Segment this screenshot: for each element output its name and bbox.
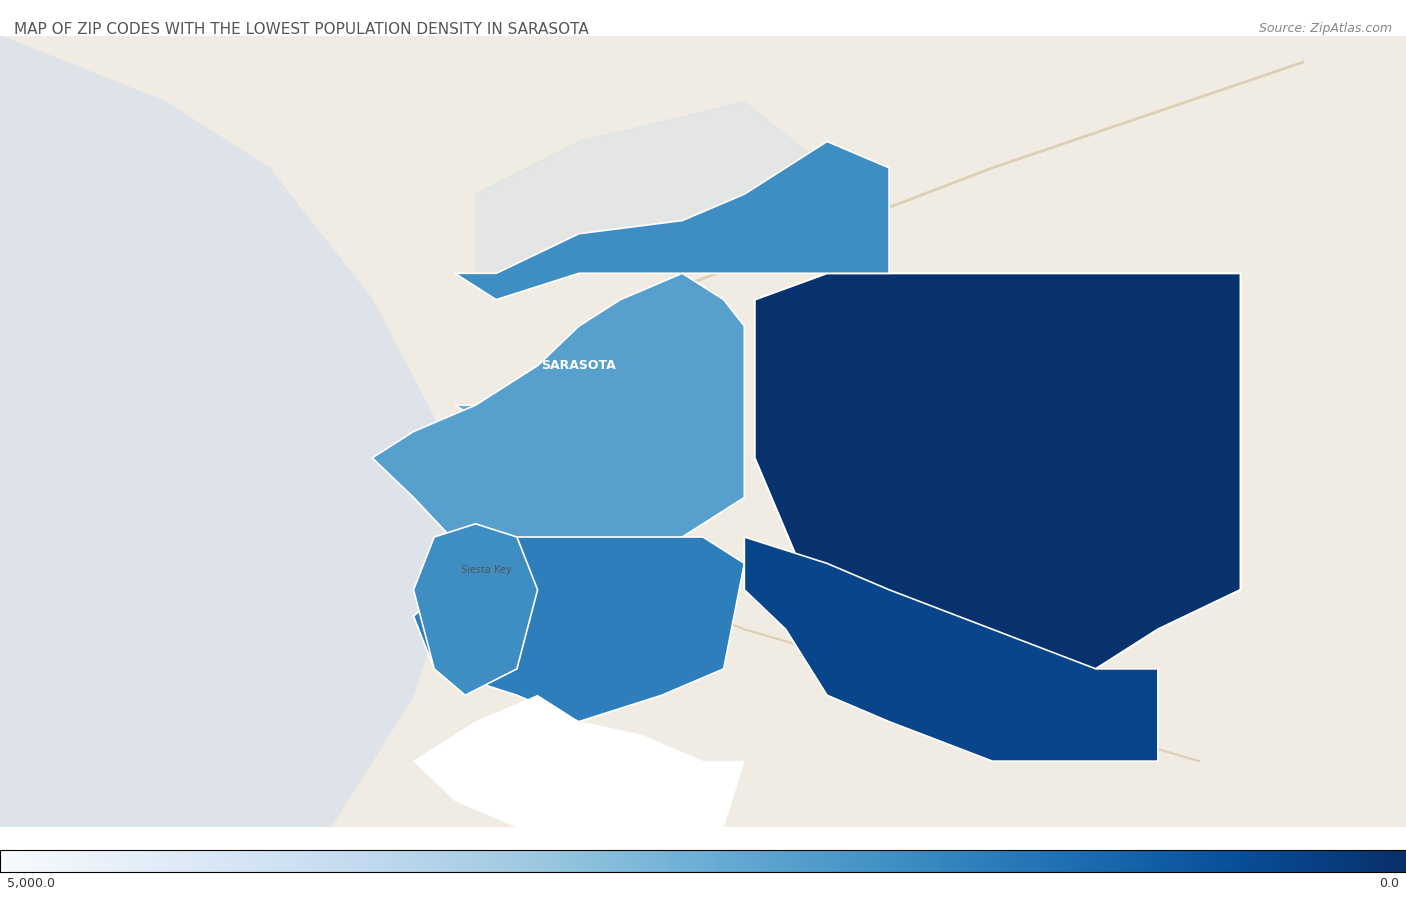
Polygon shape [755, 273, 1240, 695]
Polygon shape [456, 326, 744, 497]
Text: SARASOTA: SARASOTA [541, 359, 616, 372]
Polygon shape [456, 141, 889, 299]
Polygon shape [475, 102, 827, 273]
Text: Source: ZipAtlas.com: Source: ZipAtlas.com [1258, 22, 1392, 35]
Text: MAP OF ZIP CODES WITH THE LOWEST POPULATION DENSITY IN SARASOTA: MAP OF ZIP CODES WITH THE LOWEST POPULAT… [14, 22, 589, 38]
Text: 5,000.0: 5,000.0 [7, 877, 55, 889]
Text: Siesta Key: Siesta Key [461, 565, 512, 575]
Polygon shape [413, 537, 744, 722]
Polygon shape [744, 537, 1159, 761]
Polygon shape [373, 273, 744, 590]
Polygon shape [0, 36, 1406, 827]
Polygon shape [579, 734, 682, 801]
Polygon shape [413, 524, 537, 695]
Polygon shape [0, 36, 475, 827]
Polygon shape [413, 695, 744, 827]
Text: 0.0: 0.0 [1379, 877, 1399, 889]
